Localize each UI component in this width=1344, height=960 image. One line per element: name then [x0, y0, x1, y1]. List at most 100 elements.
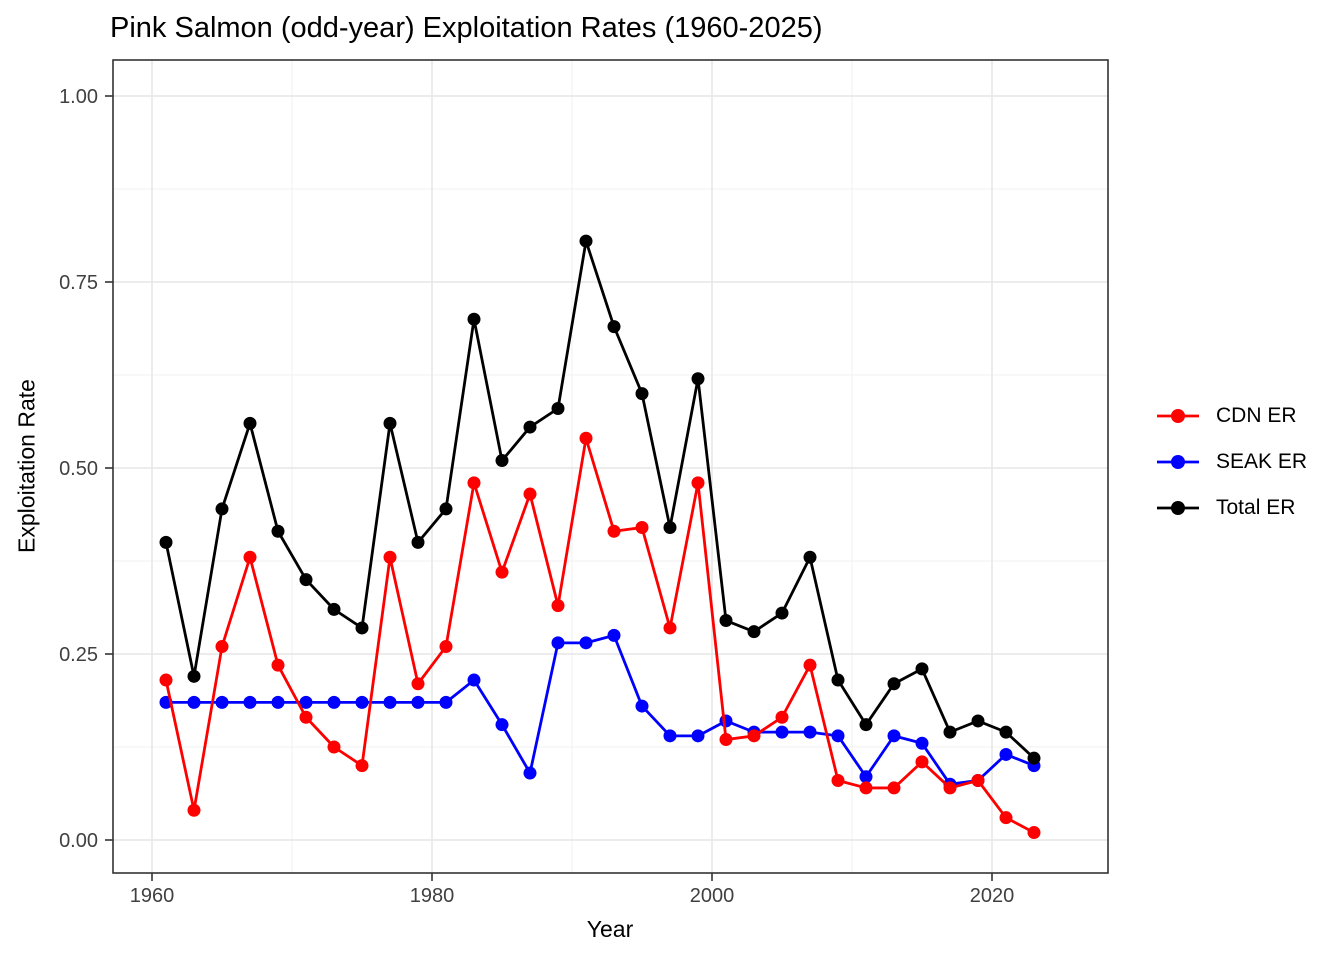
data-point-cdn-er [915, 755, 929, 769]
data-point-total-er [971, 714, 985, 728]
y-tick-label: 0.50 [59, 458, 98, 480]
data-point-total-er [495, 454, 509, 468]
data-point-seak-er [467, 673, 481, 687]
legend-label: SEAK ER [1216, 450, 1308, 473]
chart-title: Pink Salmon (odd-year) Exploitation Rate… [110, 12, 823, 44]
data-point-cdn-er [551, 599, 565, 613]
data-point-total-er [299, 573, 313, 587]
data-point-seak-er [691, 729, 705, 743]
data-point-total-er [607, 320, 621, 334]
data-point-cdn-er [663, 621, 677, 635]
legend-item-total-er: Total ER [1156, 493, 1307, 523]
data-point-total-er [1027, 751, 1041, 765]
y-tick-label: 0.25 [59, 644, 98, 666]
data-point-total-er [523, 420, 537, 434]
data-point-seak-er [271, 695, 285, 709]
x-axis-title: Year [586, 916, 634, 942]
data-point-cdn-er [439, 640, 453, 654]
data-point-total-er [803, 550, 817, 564]
legend-label: Total ER [1216, 496, 1296, 519]
legend-key-point [1171, 501, 1185, 515]
data-point-total-er [887, 677, 901, 691]
data-point-seak-er [663, 729, 677, 743]
data-point-total-er [327, 602, 341, 616]
data-point-seak-er [551, 636, 565, 650]
data-point-total-er [635, 387, 649, 401]
data-point-seak-er [859, 770, 873, 784]
data-point-seak-er [719, 714, 733, 728]
data-point-cdn-er [495, 565, 509, 579]
legend-key-total-er [1157, 501, 1199, 515]
data-point-cdn-er [747, 729, 761, 743]
data-point-seak-er [383, 695, 397, 709]
data-point-cdn-er [831, 773, 845, 787]
data-point-cdn-er [691, 476, 705, 490]
data-point-seak-er [187, 695, 201, 709]
data-point-seak-er [243, 695, 257, 709]
data-point-cdn-er [775, 710, 789, 724]
legend-key-point [1171, 455, 1185, 469]
data-point-total-er [551, 401, 565, 415]
data-point-cdn-er [719, 733, 733, 747]
data-point-seak-er [523, 766, 537, 780]
legend-item-seak-er: SEAK ER [1156, 447, 1307, 477]
data-point-total-er [915, 662, 929, 676]
data-point-seak-er [439, 695, 453, 709]
data-point-cdn-er [327, 740, 341, 754]
data-point-seak-er [999, 747, 1013, 761]
data-point-total-er [467, 312, 481, 326]
x-tick-label: 2000 [690, 885, 735, 907]
data-point-seak-er [355, 695, 369, 709]
data-point-total-er [831, 673, 845, 687]
data-point-cdn-er [299, 710, 313, 724]
data-point-cdn-er [1027, 826, 1041, 840]
data-point-total-er [243, 416, 257, 430]
data-point-seak-er [299, 695, 313, 709]
data-point-total-er [775, 606, 789, 620]
data-point-total-er [439, 502, 453, 516]
data-point-total-er [691, 372, 705, 386]
legend: CDN ER SEAK ER Total ER [1156, 401, 1307, 539]
data-point-cdn-er [943, 781, 957, 795]
data-point-seak-er [327, 695, 341, 709]
legend-item-cdn-er: CDN ER [1156, 401, 1307, 431]
x-tick-label: 2020 [970, 885, 1015, 907]
data-point-cdn-er [803, 658, 817, 672]
series-line-total-er [164, 239, 1036, 760]
data-point-total-er [355, 621, 369, 635]
legend-label: CDN ER [1216, 404, 1297, 427]
data-point-total-er [383, 416, 397, 430]
data-point-cdn-er [355, 759, 369, 773]
y-tick-label: 1.00 [59, 86, 98, 108]
data-point-total-er [271, 524, 285, 538]
data-point-total-er [999, 725, 1013, 739]
data-point-cdn-er [215, 640, 229, 654]
data-point-total-er [215, 502, 229, 516]
plot-panel [113, 60, 1108, 873]
legend-key-seak-er [1157, 455, 1199, 469]
data-point-total-er [943, 725, 957, 739]
data-point-cdn-er [607, 524, 621, 538]
data-point-seak-er [215, 695, 229, 709]
y-axis-title: Exploitation Rate [13, 379, 40, 553]
data-point-total-er [411, 535, 425, 549]
data-point-cdn-er [383, 550, 397, 564]
data-point-cdn-er [859, 781, 873, 795]
data-point-seak-er [635, 699, 649, 713]
data-point-total-er [579, 234, 593, 248]
data-point-seak-er [411, 695, 425, 709]
data-point-total-er [663, 521, 677, 535]
data-point-cdn-er [971, 773, 985, 787]
data-point-seak-er [775, 725, 789, 739]
panel-border [112, 59, 1109, 874]
data-point-seak-er [831, 729, 845, 743]
data-point-cdn-er [159, 673, 173, 687]
data-point-cdn-er [187, 803, 201, 817]
data-point-cdn-er [411, 677, 425, 691]
legend-key-cdn-er [1157, 409, 1199, 423]
data-point-cdn-er [523, 487, 537, 501]
data-point-cdn-er [579, 431, 593, 445]
y-tick-label: 0.75 [59, 272, 98, 294]
